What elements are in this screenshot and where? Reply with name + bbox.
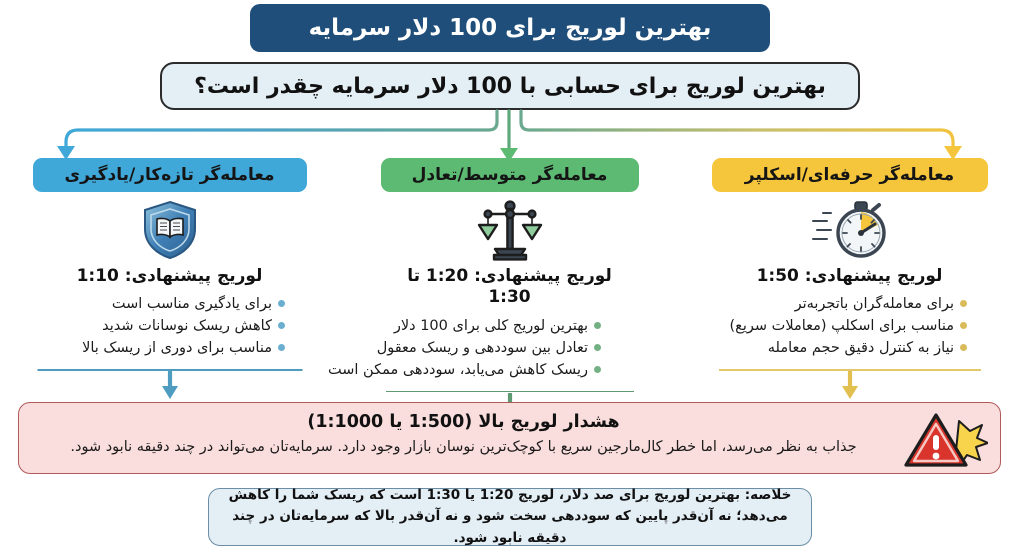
list-item: مناسب برای اسکلپ (معاملات سریع): [694, 315, 967, 337]
down-arrow-icon: [841, 371, 858, 400]
leverage-beginner: لوریج پیشنهادی: 1:10: [76, 266, 263, 286]
column-pro: معامله‌گر حرفه‌ای/اسکلپر: [680, 158, 1019, 403]
list-item: مناسب برای دوری از ریسک بالا: [18, 337, 285, 359]
list-item: نیاز به کنترل دقیق حجم معامله: [694, 337, 967, 359]
bullets-pro: برای معامله‌گران باتجربه‌تر مناسب برای ا…: [680, 293, 1019, 359]
chip-beginner[interactable]: معامله‌گر تازه‌کار/یادگیری: [32, 158, 307, 192]
chip-moderate[interactable]: معامله‌گر متوسط/تعادل: [380, 158, 639, 192]
subtitle-question: بهترین لوریج برای حسابی با 100 دلار سرما…: [160, 62, 860, 110]
column-moderate: معامله‌گر متوسط/تعادل: [328, 158, 679, 425]
columns-region: معامله‌گر تازه‌کار/یادگیری: [0, 158, 1019, 421]
column-beginner: معامله‌گر تازه‌کار/یادگیری: [0, 158, 339, 403]
warning-heading: هشدار لوریج بالا (1:500 یا 1:1000): [307, 412, 620, 432]
divider-line: [37, 369, 302, 371]
warning-body: جذاب به نظر می‌رسد، اما خطر کال‌مارجین س…: [70, 439, 857, 456]
divider-beginner: [0, 369, 339, 403]
shield-book-icon: [0, 198, 339, 262]
list-item: بهترین لوریج کلی برای 100 دلار: [350, 315, 601, 337]
connector-svg: [57, 109, 962, 162]
list-item: کاهش ریسک نوسانات شدید: [18, 315, 285, 337]
bullets-beginner: برای یادگیری مناسب است کاهش ریسک نوسانات…: [0, 293, 339, 359]
warning-text-block: هشدار لوریج بالا (1:500 یا 1:1000) جذاب …: [37, 409, 890, 459]
page-title: بهترین لوریج برای 100 دلار سرمایه: [250, 4, 770, 52]
leverage-pro: لوریج پیشنهادی: 1:50: [756, 266, 943, 286]
warning-triangle-icon: [902, 411, 989, 473]
divider-line: [718, 369, 981, 371]
bullets-moderate: بهترین لوریج کلی برای 100 دلار تعادل بین…: [328, 315, 679, 381]
list-item: تعادل بین سوددهی و ریسک معقول: [350, 337, 601, 359]
divider-line: [385, 390, 634, 393]
connector-arrows: [0, 108, 1019, 166]
list-item: برای یادگیری مناسب است: [18, 293, 285, 315]
list-item: ریسک کاهش می‌یابد، سوددهی ممکن است: [328, 359, 601, 381]
balance-scale-icon: [340, 198, 679, 262]
summary-text: خلاصه: بهترین لوریج برای صد دلار، لوریج …: [228, 486, 792, 546]
stopwatch-icon: [680, 198, 1019, 262]
high-leverage-warning-panel: هشدار لوریج بالا (1:500 یا 1:1000) جذاب …: [18, 402, 1001, 474]
list-item: برای معامله‌گران باتجربه‌تر: [694, 293, 967, 315]
leverage-moderate: لوریج پیشنهادی: 1:20 تا 1:30: [407, 266, 612, 308]
chip-pro[interactable]: معامله‌گر حرفه‌ای/اسکلپر: [711, 158, 988, 192]
divider-pro: [680, 369, 1019, 403]
summary-panel: خلاصه: بهترین لوریج برای صد دلار، لوریج …: [208, 487, 812, 546]
down-arrow-icon: [161, 371, 178, 400]
